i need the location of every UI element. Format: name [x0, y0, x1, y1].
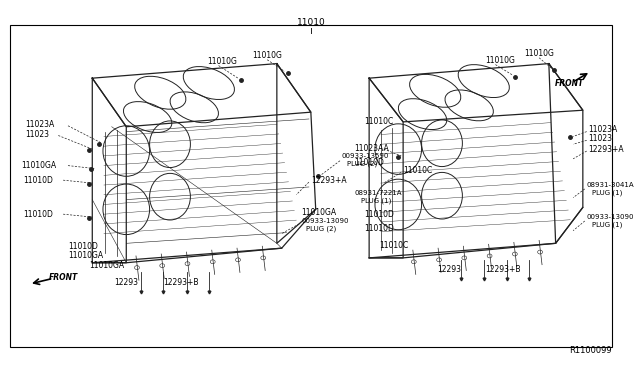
Text: 11010C: 11010C	[403, 166, 433, 175]
Text: 12293: 12293	[437, 265, 461, 274]
Text: R1100099: R1100099	[570, 346, 612, 355]
Text: PLUG (2): PLUG (2)	[347, 160, 377, 167]
Text: 11010D: 11010D	[68, 242, 98, 251]
Text: PLUG (2): PLUG (2)	[306, 225, 336, 232]
Text: 11010C: 11010C	[379, 241, 408, 250]
Text: 11010G: 11010G	[525, 49, 554, 58]
Text: 11023: 11023	[589, 134, 612, 143]
Bar	[10, 25, 612, 347]
Text: 11010D: 11010D	[364, 210, 394, 219]
Text: 11010C: 11010C	[364, 118, 394, 126]
Text: 12293+A: 12293+A	[589, 145, 624, 154]
Text: 12293+B: 12293+B	[486, 265, 521, 274]
Text: PLUG (1): PLUG (1)	[591, 222, 622, 228]
Text: 08931-7221A: 08931-7221A	[355, 190, 402, 196]
Text: FRONT: FRONT	[555, 78, 584, 87]
Text: 00933-13590: 00933-13590	[342, 153, 389, 159]
Text: 11010D: 11010D	[23, 210, 53, 219]
Text: 11010G: 11010G	[207, 57, 237, 66]
Text: 12293+A: 12293+A	[311, 176, 346, 185]
Text: PLUG (1): PLUG (1)	[362, 197, 392, 204]
Text: FRONT: FRONT	[49, 273, 78, 282]
Text: 11010G: 11010G	[253, 51, 282, 60]
Text: 11023: 11023	[25, 130, 49, 139]
Text: 12293: 12293	[115, 278, 139, 287]
Text: 11010D: 11010D	[23, 176, 53, 185]
Text: 00933-13090: 00933-13090	[301, 218, 349, 224]
Text: 11010GA: 11010GA	[301, 208, 336, 217]
Text: 12293+B: 12293+B	[163, 278, 198, 287]
Text: 11023AA: 11023AA	[355, 144, 389, 153]
Text: 11023A: 11023A	[589, 125, 618, 134]
Text: 11023A: 11023A	[25, 120, 54, 129]
Text: 11010: 11010	[296, 18, 325, 27]
Text: 11010GA: 11010GA	[21, 161, 56, 170]
Text: 11010D: 11010D	[355, 158, 385, 167]
Text: PLUG (1): PLUG (1)	[591, 190, 622, 196]
Text: 11010GA: 11010GA	[68, 251, 103, 260]
Text: 00933-13090: 00933-13090	[587, 214, 634, 220]
Text: 11010GA: 11010GA	[90, 261, 125, 270]
Text: 11010D: 11010D	[364, 224, 394, 233]
Text: 08931-3041A: 08931-3041A	[587, 182, 634, 188]
Text: 11010G: 11010G	[484, 56, 515, 65]
